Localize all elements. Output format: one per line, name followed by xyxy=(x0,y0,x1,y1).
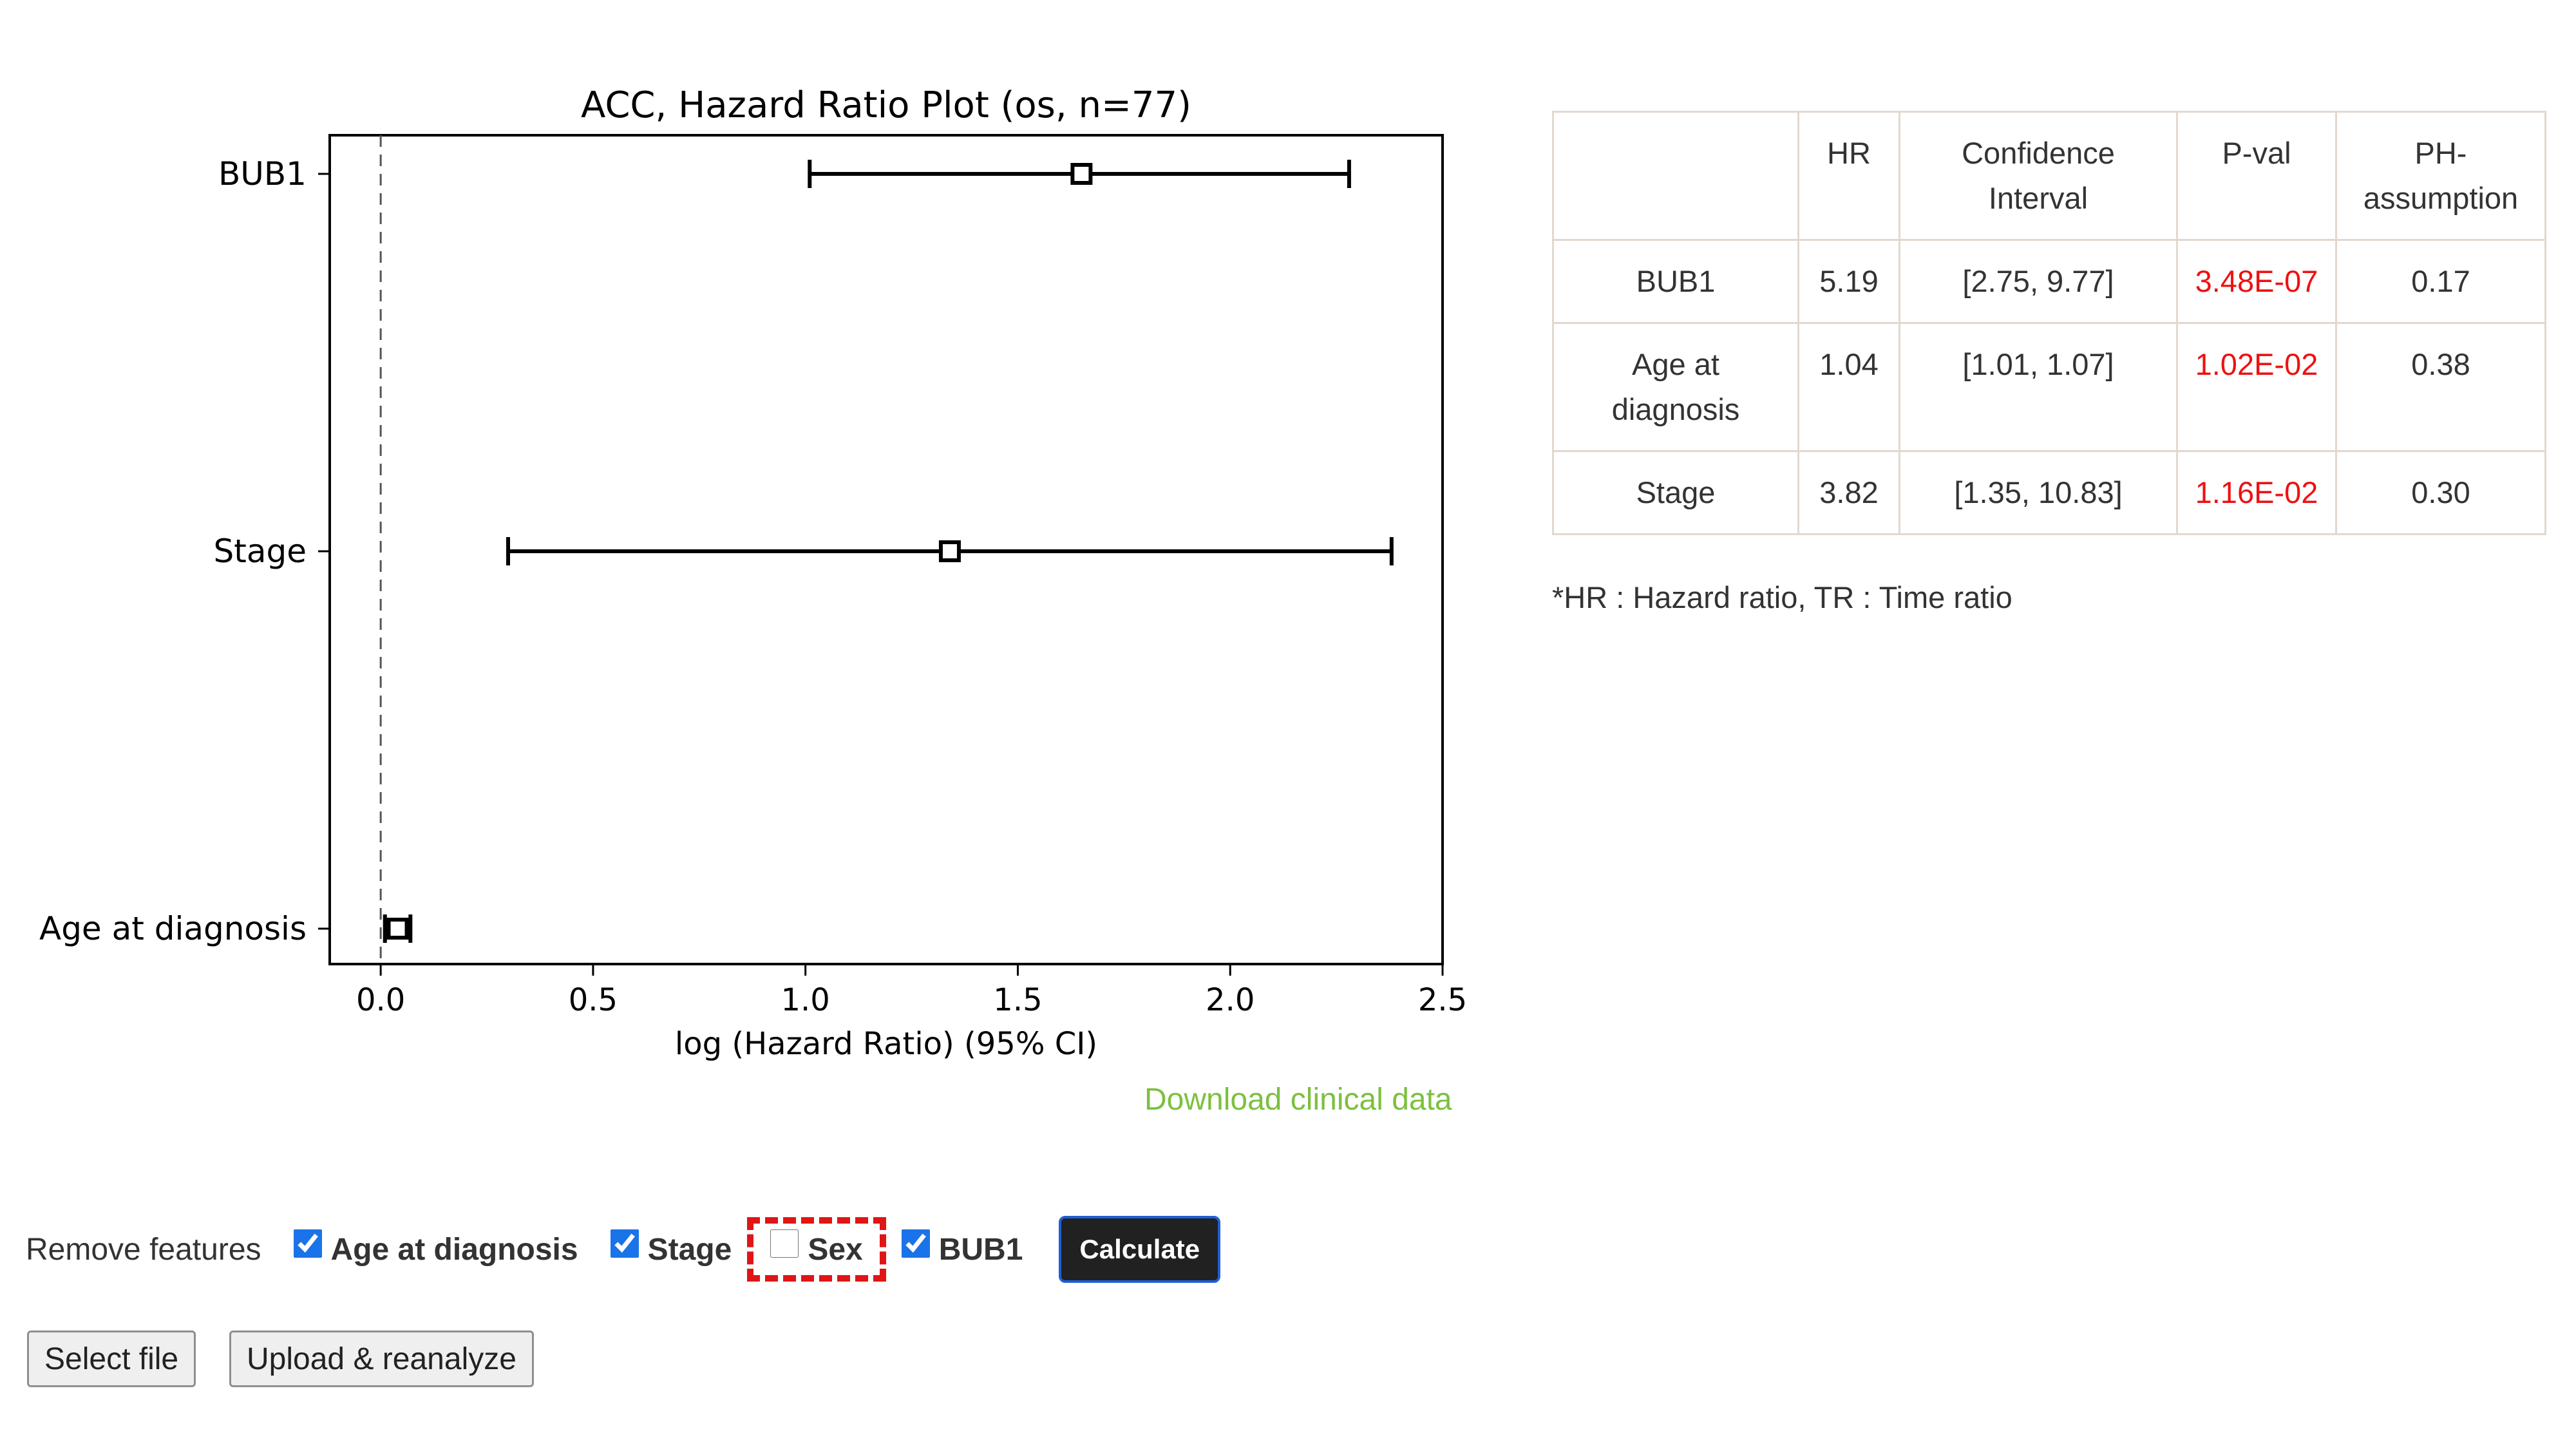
y-tick-label: BUB1 xyxy=(218,155,307,193)
hazard-point xyxy=(938,540,961,562)
chart-title: ACC, Hazard Ratio Plot (os, n=77) xyxy=(581,84,1191,126)
x-tick-label: 0.5 xyxy=(569,982,618,1018)
feature-label-stage: Stage xyxy=(647,1232,732,1267)
feature-label-age: Age at diagnosis xyxy=(330,1232,578,1267)
calculate-button[interactable]: Calculate xyxy=(1059,1216,1221,1283)
table-cell-ph: 0.38 xyxy=(2335,322,2546,452)
table-row: Age at diagnosis 1.04 [1.01, 1.07] 1.02E… xyxy=(1552,322,2546,452)
x-tick-label: 2.0 xyxy=(1206,982,1255,1018)
table-cell-ci: [1.35, 10.83] xyxy=(1899,450,2178,535)
table-row: Stage 3.82 [1.35, 10.83] 1.16E-02 0.30 xyxy=(1552,450,2546,535)
table-cell-hr: 3.82 xyxy=(1797,450,1900,535)
table-footnote: *HR : Hazard ratio, TR : Time ratio xyxy=(1552,580,2012,614)
feature-option-age[interactable]: Age at diagnosis xyxy=(293,1229,578,1269)
sex-checkbox[interactable] xyxy=(770,1229,799,1258)
x-axis-label: log (Hazard Ratio) (95% CI) xyxy=(675,1026,1097,1062)
table-header-row: HR Confidence Interval P-val PH-assumpti… xyxy=(1552,111,2546,241)
feature-option-bub1[interactable]: BUB1 xyxy=(901,1229,1023,1269)
feature-label-sex: Sex xyxy=(808,1232,863,1267)
hazard-ratio-plot: ACC, Hazard Ratio Plot (os, n=77) 0.0 0.5 1… xyxy=(26,71,1468,1075)
table-row: BUB1 5.19 [2.75, 9.77] 3.48E-07 0.17 xyxy=(1552,239,2546,324)
table-cell-ph: 0.17 xyxy=(2335,239,2546,324)
table-cell-pval: 1.02E-02 xyxy=(2176,322,2337,452)
feature-option-sex-highlighted[interactable]: Sex xyxy=(747,1217,886,1282)
table-cell-feature: Age at diagnosis xyxy=(1552,322,1799,452)
table-cell-hr: 5.19 xyxy=(1797,239,1900,324)
table-cell-pval: 3.48E-07 xyxy=(2176,239,2337,324)
y-tick-label: Stage xyxy=(214,533,307,570)
age-at-diagnosis-checkbox[interactable] xyxy=(293,1229,322,1258)
table-cell-ci: [1.01, 1.07] xyxy=(1899,322,2178,452)
plot-frame xyxy=(328,134,1444,965)
x-tick-label: 2.5 xyxy=(1418,982,1467,1018)
table-cell-feature: Stage xyxy=(1552,450,1799,535)
remove-features-label: Remove features xyxy=(26,1232,261,1267)
x-tick-label: 1.0 xyxy=(781,982,830,1018)
hazard-point xyxy=(1070,163,1093,185)
remove-features-row: Remove features Age at diagnosis Stage S… xyxy=(26,1216,1221,1283)
table-cell-ph: 0.30 xyxy=(2335,450,2546,535)
table-header-ci: Confidence Interval xyxy=(1899,111,2178,241)
table-cell-hr: 1.04 xyxy=(1797,322,1900,452)
x-tick-label: 0.0 xyxy=(356,982,405,1018)
select-file-button[interactable]: Select file xyxy=(27,1331,196,1387)
hazard-ratio-plot-svg: ACC, Hazard Ratio Plot (os, n=77) 0.0 0.5 1… xyxy=(39,84,1467,1062)
upload-reanalyze-button[interactable]: Upload & reanalyze xyxy=(229,1331,534,1387)
bub1-checkbox[interactable] xyxy=(901,1229,930,1258)
table-cell-pval: 1.16E-02 xyxy=(2176,450,2337,535)
y-tick-label: Age at diagnosis xyxy=(39,910,307,947)
x-tick-label: 1.5 xyxy=(993,982,1042,1018)
hazard-point xyxy=(386,918,409,940)
table-header-ph: PH-assumption xyxy=(2335,111,2546,241)
feature-option-stage[interactable]: Stage xyxy=(610,1229,732,1269)
download-clinical-data-link[interactable]: Download clinical data xyxy=(1144,1083,1452,1117)
stage-checkbox[interactable] xyxy=(610,1229,639,1258)
table-header-pval: P-val xyxy=(2176,111,2337,241)
table-header-feature xyxy=(1552,111,1799,241)
table-header-hr: HR xyxy=(1797,111,1900,241)
feature-label-bub1: BUB1 xyxy=(938,1232,1023,1267)
hazard-ratio-table: HR Confidence Interval P-val PH-assumpti… xyxy=(1552,111,2546,535)
table-cell-ci: [2.75, 9.77] xyxy=(1899,239,2178,324)
table-cell-feature: BUB1 xyxy=(1552,239,1799,324)
